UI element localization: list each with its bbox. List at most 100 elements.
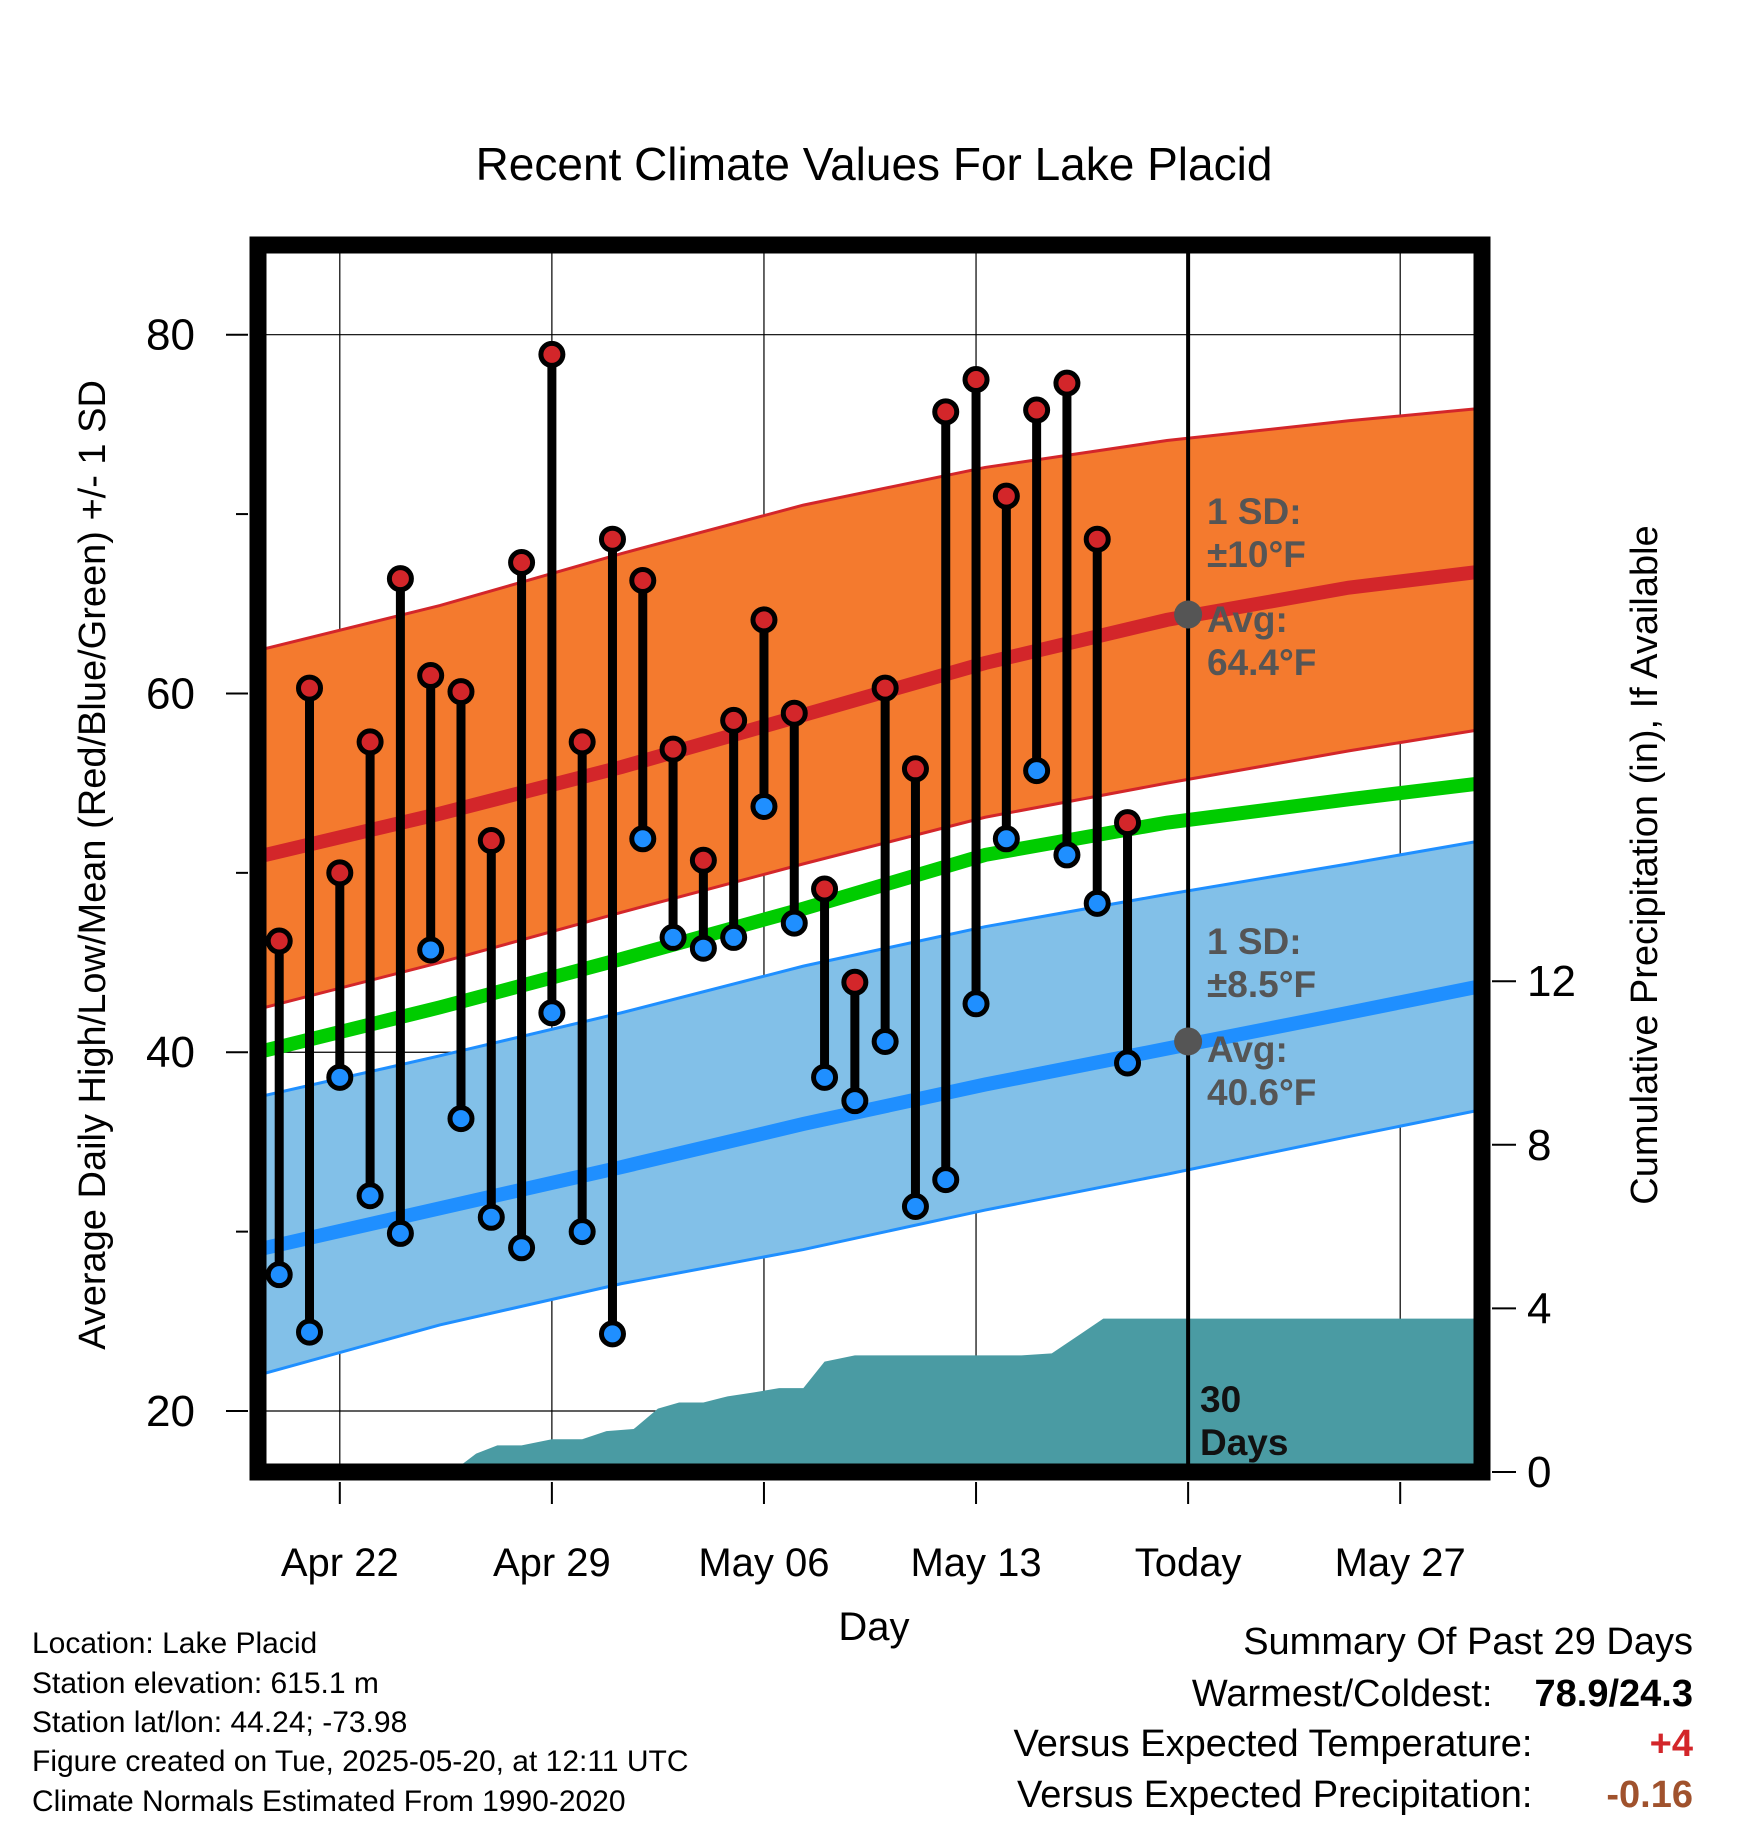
low-point (296, 1318, 324, 1346)
low-point (538, 999, 566, 1027)
plot-frame (249, 236, 1491, 1481)
temp-value: +4 (1649, 1723, 1693, 1765)
high-sd-value: ±10°F (1207, 534, 1306, 575)
high-point (326, 859, 354, 887)
x-tick-label: Apr 29 (493, 1541, 611, 1585)
high-point (962, 366, 990, 394)
low-point (750, 792, 778, 820)
low-avg-label: Avg: (1207, 1029, 1288, 1070)
low-point (811, 1063, 839, 1091)
low-point (508, 1234, 536, 1262)
precip-label: Versus Expected Precipitation: (1017, 1774, 1533, 1816)
high-point (296, 674, 324, 702)
low-point (962, 990, 990, 1018)
high-point (447, 678, 475, 706)
high-point (417, 662, 445, 690)
latlon-text: Station lat/lon: 44.24; -73.98 (32, 1706, 408, 1739)
warm-cold-label: Warmest/Coldest: (1191, 1673, 1493, 1715)
low-point (1083, 889, 1111, 917)
high-point (871, 674, 899, 702)
low-sd-lower-line (258, 1108, 1482, 1377)
low-point (598, 1320, 626, 1348)
high-avg-value: 64.4°F (1207, 642, 1316, 683)
days-label-word: Days (1200, 1422, 1288, 1463)
summary-temp: Versus Expected Temperature: +4 (1014, 1722, 1693, 1766)
low-point (1114, 1049, 1142, 1077)
summary-precip: Versus Expected Precipitation: -0.16 (1017, 1773, 1693, 1817)
high-point (901, 755, 929, 783)
high-sd-upper-line (258, 406, 1482, 652)
high-point (568, 728, 596, 756)
low-sd-label: 1 SD: (1207, 921, 1302, 962)
low-point (1023, 757, 1051, 785)
low-point (659, 923, 687, 951)
days-label-number: 30 (1200, 1379, 1241, 1420)
high-point (811, 875, 839, 903)
low-point (629, 825, 657, 853)
warm-cold-value: 78.9/24.3 (1534, 1673, 1693, 1715)
high-point (841, 968, 869, 996)
high-point (265, 927, 293, 955)
low-point (417, 936, 445, 964)
high-point (508, 549, 536, 577)
high-point (629, 566, 657, 594)
normals-text: Climate Normals Estimated From 1990-2020 (32, 1785, 626, 1818)
high-point (992, 482, 1020, 510)
x-axis-label: Day (838, 1605, 909, 1649)
y2-axis-label: Cumulative Precipitation (in), If Availa… (1624, 525, 1666, 1204)
y2-tick-label: 8 (1527, 1121, 1551, 1170)
summary-warm-cold: Warmest/Coldest: 78.9/24.3 (1192, 1672, 1693, 1716)
elevation-text: Station elevation: 615.1 m (32, 1667, 379, 1700)
low-point (477, 1203, 505, 1231)
high-sd-band (258, 408, 1482, 1010)
summary-title: Summary Of Past 29 Days (1243, 1621, 1693, 1663)
low-point (871, 1027, 899, 1055)
x-tick-label: Today (1135, 1541, 1242, 1585)
location-text: Location: Lake Placid (32, 1627, 318, 1660)
low-point (720, 923, 748, 951)
y2-tick-label: 0 (1527, 1448, 1551, 1497)
temp-label: Versus Expected Temperature: (1013, 1723, 1533, 1765)
y-tick-label: 60 (146, 669, 195, 718)
low-point (932, 1166, 960, 1194)
x-tick-label: May 13 (910, 1541, 1041, 1585)
mean-line (258, 776, 1482, 1060)
high-avg-label: Avg: (1207, 599, 1288, 640)
x-tick-label: May 06 (698, 1541, 829, 1585)
high-point (1023, 396, 1051, 424)
low-point (992, 825, 1020, 853)
low-point (447, 1105, 475, 1133)
y-tick-label: 40 (146, 1028, 195, 1077)
high-sd-lower-line (258, 727, 1482, 1011)
low-point (356, 1182, 384, 1210)
low-avg-marker (1174, 1027, 1203, 1056)
low-point (901, 1193, 929, 1221)
low-point (1053, 841, 1081, 869)
high-point (1053, 369, 1081, 397)
high-point (750, 606, 778, 634)
created-text: Figure created on Tue, 2025-05-20, at 12… (32, 1745, 689, 1778)
high-point (386, 565, 414, 593)
high-point (1083, 525, 1111, 553)
y-axis-label: Average Daily High/Low/Mean (Red/Blue/Gr… (72, 380, 114, 1350)
low-point (326, 1063, 354, 1091)
low-sd-value: ±8.5°F (1207, 964, 1316, 1005)
low-point (841, 1087, 869, 1115)
precip-area (451, 1318, 1482, 1472)
high-point (932, 398, 960, 426)
high-point (538, 340, 566, 368)
y-tick-label: 80 (146, 311, 195, 360)
high-point (1114, 809, 1142, 837)
high-point (356, 728, 384, 756)
x-tick-label: May 27 (1335, 1541, 1466, 1585)
low-point (689, 934, 717, 962)
low-point (265, 1261, 293, 1289)
low-sd-upper-line (258, 839, 1482, 1099)
low-point (780, 909, 808, 937)
x-tick-label: Apr 22 (281, 1541, 399, 1585)
high-sd-label: 1 SD: (1207, 491, 1302, 532)
chart-title: Recent Climate Values For Lake Placid (476, 138, 1273, 190)
high-point (720, 706, 748, 734)
low-point (568, 1218, 596, 1246)
